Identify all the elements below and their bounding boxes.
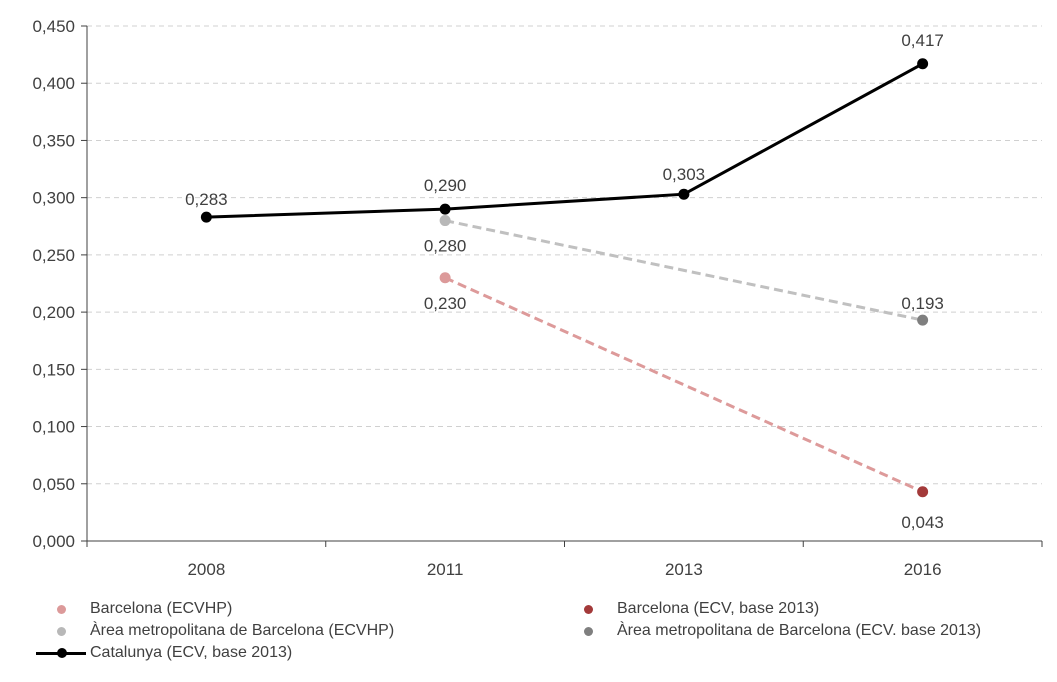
data-label: 0,193 [901, 294, 944, 313]
legend-dot-icon [57, 605, 66, 614]
legend-dot-icon [584, 605, 593, 614]
legend-marker [563, 598, 613, 620]
y-tick-label: 0,400 [32, 74, 75, 93]
series-line [206, 62, 924, 219]
data-point [917, 314, 929, 326]
legend-dot-icon [584, 627, 593, 636]
y-axis-ticks: 0,000 0,050 0,100 0,150 0,200 0,250 0,300 0,350… [32, 17, 87, 551]
line-chart: 0,000 0,050 0,100 0,150 0,200 0,250 0,300 0,350… [32, 17, 1043, 579]
data-point [439, 272, 451, 284]
legend-dot-icon [57, 648, 67, 658]
gridlines [87, 25, 1042, 485]
data-label: 0,283 [185, 190, 228, 209]
series-lines [206, 62, 924, 494]
x-tick-label: 2011 [427, 560, 464, 579]
axes [86, 26, 1042, 542]
data-label: 0,280 [424, 237, 467, 256]
data-point [678, 188, 690, 200]
data-label: 0,230 [424, 294, 467, 313]
legend-marker [36, 598, 86, 620]
y-tick-label: 0,350 [32, 131, 75, 150]
legend-marker [36, 620, 86, 642]
data-point [439, 203, 451, 215]
data-label: 0,290 [424, 176, 467, 195]
y-tick-label: 0,050 [32, 475, 75, 494]
series-line [444, 219, 923, 322]
data-label: 0,417 [901, 31, 944, 50]
y-tick-label: 0,250 [32, 246, 75, 265]
x-tick-label: 2008 [187, 560, 225, 579]
y-tick-label: 0,450 [32, 17, 75, 36]
legend: Barcelona (ECVHP) Barcelona (ECV, base 2… [0, 598, 1057, 682]
data-point [439, 215, 451, 227]
legend-label: Barcelona (ECV, base 2013) [617, 600, 820, 617]
data-label: 0,303 [663, 165, 706, 184]
legend-marker [36, 642, 86, 664]
x-tick-label: 2013 [665, 560, 703, 579]
legend-label: Catalunya (ECV, base 2013) [90, 644, 293, 661]
data-labels: 0,280 0,193 0,230 0,043 0,283 0,290 0,303 0,417 [185, 31, 944, 532]
y-tick-label: 0,150 [32, 360, 75, 379]
legend-label: Barcelona (ECVHP) [90, 600, 233, 617]
data-point [200, 211, 212, 223]
data-point [917, 58, 929, 70]
y-tick-label: 0,000 [32, 532, 75, 551]
data-points [200, 58, 929, 498]
y-tick-label: 0,100 [32, 418, 75, 437]
y-tick-label: 0,300 [32, 189, 75, 208]
y-tick-label: 0,200 [32, 303, 75, 322]
legend-label: Àrea metropolitana de Barcelona (ECV. ba… [617, 622, 982, 639]
legend-dot-icon [57, 627, 66, 636]
series-line [444, 276, 924, 494]
legend-marker [563, 620, 613, 642]
data-point [917, 486, 929, 498]
x-axis-ticks: 2008 2011 2013 2016 [86, 541, 1043, 579]
data-label: 0,043 [901, 513, 944, 532]
legend-label: Àrea metropolitana de Barcelona (ECVHP) [90, 622, 395, 639]
x-tick-label: 2016 [904, 560, 942, 579]
